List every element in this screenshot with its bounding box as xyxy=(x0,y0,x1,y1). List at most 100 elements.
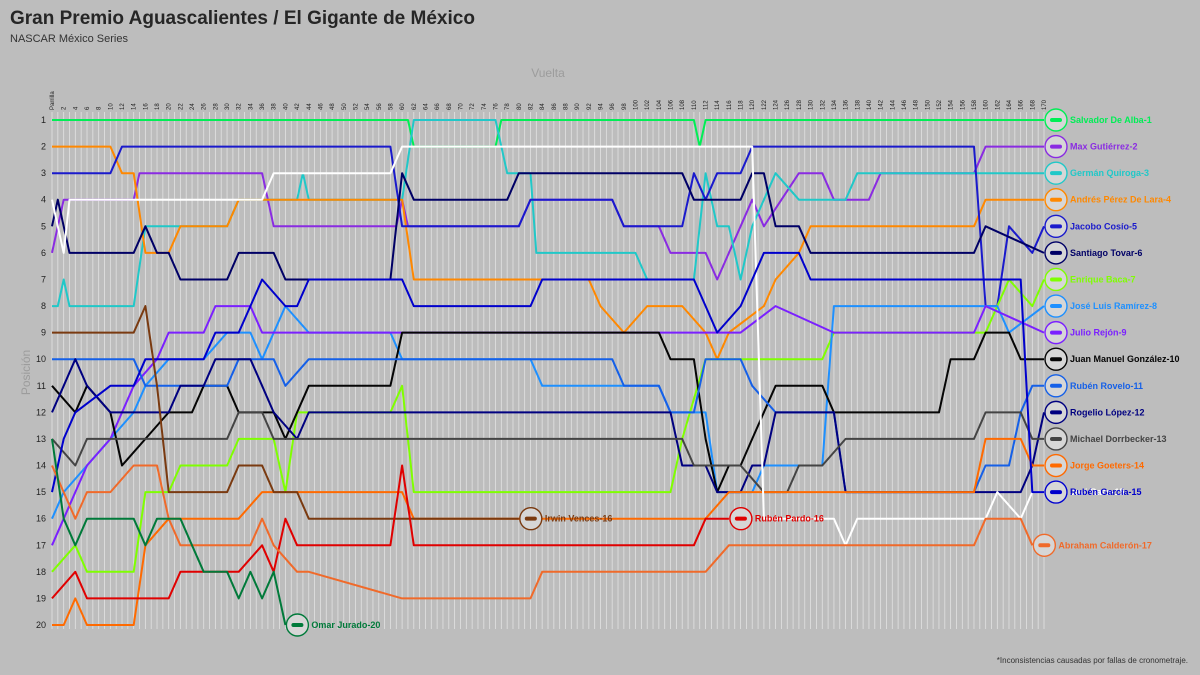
series-line xyxy=(51,251,1044,494)
series-line xyxy=(52,145,1044,361)
x-tick-label: 6 xyxy=(85,106,91,110)
car-body-icon xyxy=(1038,543,1051,548)
series-line xyxy=(51,358,1045,494)
x-tick-label: 4 xyxy=(73,106,79,110)
x-tick-label: 50 xyxy=(342,103,348,110)
series-line xyxy=(52,119,1044,148)
x-tick-label: 44 xyxy=(307,103,313,110)
x-tick-label: 162 xyxy=(995,99,1001,110)
x-tick-label: 54 xyxy=(365,103,371,110)
x-tick-label: 34 xyxy=(248,103,254,110)
x-tick-label: 130 xyxy=(809,99,815,110)
x-tick-label: 80 xyxy=(517,103,523,110)
x-tick-label: 68 xyxy=(447,103,453,110)
x-tick-label: 120 xyxy=(750,99,756,110)
x-tick-label: 150 xyxy=(925,99,931,110)
x-tick-label: 164 xyxy=(1007,99,1013,110)
y-tick-label: 11 xyxy=(37,381,46,391)
y-tick-label: 15 xyxy=(36,487,46,497)
series-end-label: Abraham Calderón-17 xyxy=(1058,540,1152,550)
x-tick-label: 168 xyxy=(1030,99,1036,110)
car-body-icon xyxy=(734,516,747,521)
x-tick-label: 136 xyxy=(844,99,850,110)
series-end-label: Max Gutiérrez-2 xyxy=(1070,142,1138,152)
series-end-label: Jorge Goeters-14 xyxy=(1070,461,1144,471)
x-tick-label: 26 xyxy=(202,103,208,110)
car-body-icon xyxy=(1050,144,1062,149)
x-tick-label: 52 xyxy=(353,103,359,110)
car-body-icon xyxy=(1050,277,1062,282)
series-line xyxy=(52,358,1044,494)
series-line xyxy=(51,305,1045,546)
series-line xyxy=(51,411,1044,494)
x-tick-label: 8 xyxy=(97,106,103,110)
x-tick-label: 12 xyxy=(120,103,126,110)
car-body-icon xyxy=(1050,410,1062,415)
series-end-label: Omar Jurado-20 xyxy=(311,620,380,630)
y-tick-label: 8 xyxy=(41,301,46,311)
x-tick-label: 42 xyxy=(295,103,301,110)
x-tick-label: 114 xyxy=(715,100,721,110)
y-tick-label: 13 xyxy=(36,434,46,444)
x-tick-label: 2 xyxy=(62,106,68,110)
y-tick-label: 6 xyxy=(41,248,46,258)
x-tick-label: 56 xyxy=(377,103,383,110)
x-tick-label: 28 xyxy=(213,103,219,110)
x-tick-label: 166 xyxy=(1019,99,1025,110)
series-end-label: Rubén García-15 xyxy=(1070,487,1142,497)
x-tick-label: 148 xyxy=(914,99,920,110)
car-body-icon xyxy=(1050,490,1062,495)
series-end-label: Rogelio López-12 xyxy=(1070,407,1145,417)
x-tick-label: 48 xyxy=(330,103,336,110)
series-end-label: Jacobo Cosío-5 xyxy=(1070,221,1137,231)
x-tick-label: 152 xyxy=(937,99,943,110)
y-tick-label: 5 xyxy=(41,221,46,231)
x-tick-label: 100 xyxy=(634,99,640,110)
y-tick-label: 1 xyxy=(41,115,46,125)
x-tick-label: 156 xyxy=(960,99,966,110)
car-body-icon xyxy=(1050,224,1062,229)
x-tick-label: 58 xyxy=(388,103,394,110)
series-line xyxy=(52,119,1044,308)
x-tick-label: 18 xyxy=(155,103,161,110)
car-body-icon xyxy=(1050,250,1062,255)
series-line xyxy=(51,464,729,600)
series-end-label: Germán Quiroga-3 xyxy=(1070,168,1149,178)
x-tick-label: 36 xyxy=(260,103,266,110)
x-tick-label: 118 xyxy=(739,100,745,110)
x-tick-label: 22 xyxy=(178,103,184,110)
car-body-icon xyxy=(1050,118,1062,122)
x-tick-label: 102 xyxy=(645,99,651,110)
chart-subtitle: NASCAR México Series xyxy=(10,33,128,45)
x-tick-label: 154 xyxy=(949,99,955,110)
x-tick-label: 82 xyxy=(528,103,534,110)
y-tick-label: 7 xyxy=(41,274,46,284)
y-tick-label: 3 xyxy=(41,168,46,178)
series-end-label: Juan Manuel González-10 xyxy=(1070,354,1180,364)
x-tick-label: 32 xyxy=(237,103,243,110)
x-tick-label: 38 xyxy=(272,103,278,110)
series-end-label: Julio Rejón-9 xyxy=(1070,328,1127,338)
x-tick-label: 170 xyxy=(1042,99,1048,110)
x-tick-label: 140 xyxy=(867,99,873,110)
series-end-label: Rubén Pardo-16 xyxy=(755,514,824,524)
y-tick-label: 14 xyxy=(36,461,46,471)
x-tick-label: 110 xyxy=(692,100,698,110)
footnote: *Inconsistencias causadas por fallas de … xyxy=(996,656,1188,665)
car-body-icon xyxy=(1050,197,1062,202)
x-tick-label: 10 xyxy=(108,103,114,110)
x-axis-label: Vuelta xyxy=(531,66,565,80)
x-tick-label: 88 xyxy=(564,103,570,110)
car-body-icon xyxy=(1050,463,1062,468)
series-end-label: Santiago Tovar-6 xyxy=(1070,248,1142,258)
x-tick-label: 72 xyxy=(470,103,476,110)
car-body-icon xyxy=(1050,304,1062,309)
car-body-icon xyxy=(1050,171,1062,176)
x-tick-label: 92 xyxy=(587,103,593,110)
y-tick-label: 17 xyxy=(36,540,46,550)
y-tick-label: 18 xyxy=(36,567,46,577)
x-tick-label: 132 xyxy=(820,99,826,110)
x-tick-label: Parrilla xyxy=(50,91,56,110)
x-tick-label: 90 xyxy=(575,103,581,110)
